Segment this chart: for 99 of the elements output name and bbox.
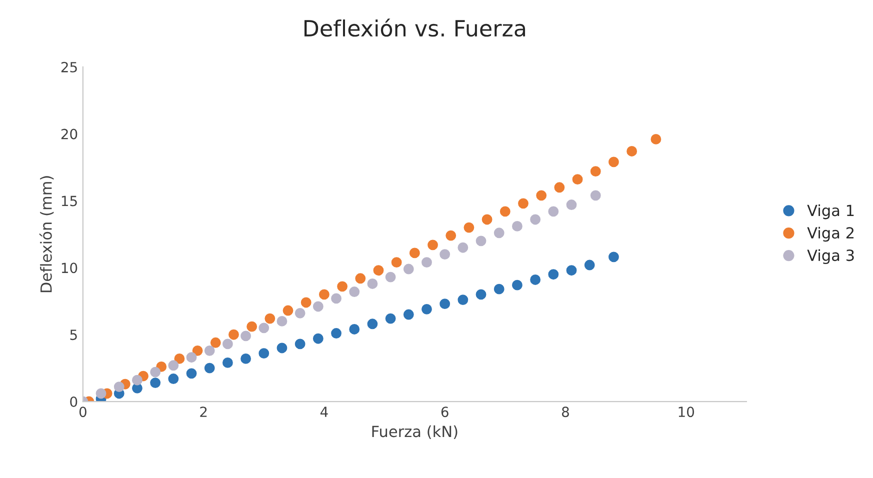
chart-title: Deflexión vs. Fuerza: [304, 18, 526, 37]
point: [590, 190, 601, 201]
y-tick-label: 15: [62, 196, 77, 206]
point: [258, 322, 270, 334]
point: [294, 338, 306, 350]
point: [204, 362, 215, 374]
point: [494, 228, 504, 238]
point: [458, 294, 468, 306]
point: [349, 324, 360, 334]
point: [168, 374, 179, 384]
point: [318, 289, 330, 300]
point: [294, 308, 306, 318]
legend-label: Viga 1: [807, 204, 854, 220]
point: [458, 242, 468, 253]
point: [512, 220, 522, 232]
point: [186, 352, 197, 363]
point: [204, 345, 215, 356]
point: [331, 328, 342, 338]
point: [174, 353, 185, 364]
point: [282, 305, 294, 316]
point: [385, 272, 396, 282]
point: [349, 286, 360, 297]
point: [608, 156, 619, 168]
point: [554, 182, 565, 193]
y-tick-label: 5: [70, 330, 77, 340]
point: [222, 357, 233, 368]
point: [422, 257, 432, 268]
y-tick-label: 0: [70, 396, 78, 407]
point: [228, 329, 239, 340]
point: [312, 301, 324, 312]
point: [476, 236, 486, 246]
point: [246, 321, 258, 332]
point: [168, 360, 179, 371]
point: [186, 368, 197, 379]
point: [548, 206, 559, 217]
legend-label: Viga 3: [807, 249, 854, 264]
y-axis-title: Deflexión (mm): [39, 176, 54, 292]
point: [403, 264, 414, 274]
point: [440, 298, 450, 310]
point: [240, 330, 251, 342]
point: [446, 230, 456, 241]
point: [114, 382, 124, 392]
point: [428, 240, 438, 250]
point: [536, 190, 547, 201]
point: [482, 214, 492, 225]
point: [355, 273, 366, 284]
point: [530, 274, 541, 285]
point: [566, 200, 577, 210]
point: [276, 342, 288, 354]
point: [337, 281, 348, 292]
y-tick-label: 25: [61, 62, 77, 72]
point: [440, 249, 450, 260]
point: [150, 378, 161, 388]
point: [312, 333, 324, 344]
point: [590, 166, 601, 177]
point: [608, 252, 619, 262]
point: [500, 206, 510, 217]
point: [512, 280, 522, 290]
point: [494, 284, 504, 294]
point: [367, 318, 378, 330]
point: [300, 297, 312, 308]
point: [403, 309, 414, 320]
point: [548, 269, 559, 280]
x-tick-label: 0: [79, 406, 86, 418]
x-tick-label: 4: [320, 406, 328, 417]
point: [276, 316, 288, 326]
x-tick-label: 2: [200, 406, 207, 417]
point: [584, 260, 595, 270]
point: [258, 348, 270, 359]
point: [626, 146, 638, 156]
point: [331, 293, 342, 304]
point: [422, 304, 432, 314]
point: [132, 374, 142, 386]
point: [222, 338, 233, 350]
point: [264, 313, 276, 324]
y-tick-label: 10: [62, 262, 78, 274]
point: [530, 214, 541, 225]
point: [192, 345, 203, 356]
x-tick-label: 6: [441, 406, 448, 418]
point: [650, 134, 662, 144]
x-tick-label: 8: [562, 406, 569, 418]
point: [409, 248, 420, 258]
point: [240, 353, 251, 364]
x-axis-title: Fuerza (kN): [372, 425, 458, 439]
point: [96, 388, 106, 399]
point: [391, 257, 402, 268]
x-tick-label: 10: [678, 406, 694, 418]
point: [464, 222, 474, 233]
point: [385, 313, 396, 324]
point: [210, 337, 221, 348]
point: [566, 265, 577, 276]
point: [373, 265, 384, 276]
point: [367, 278, 378, 289]
point: [476, 289, 486, 300]
point: [150, 366, 161, 378]
y-tick-label: 20: [61, 128, 78, 140]
point: [518, 198, 528, 209]
point: [572, 174, 583, 185]
legend-label: Viga 2: [807, 226, 854, 242]
